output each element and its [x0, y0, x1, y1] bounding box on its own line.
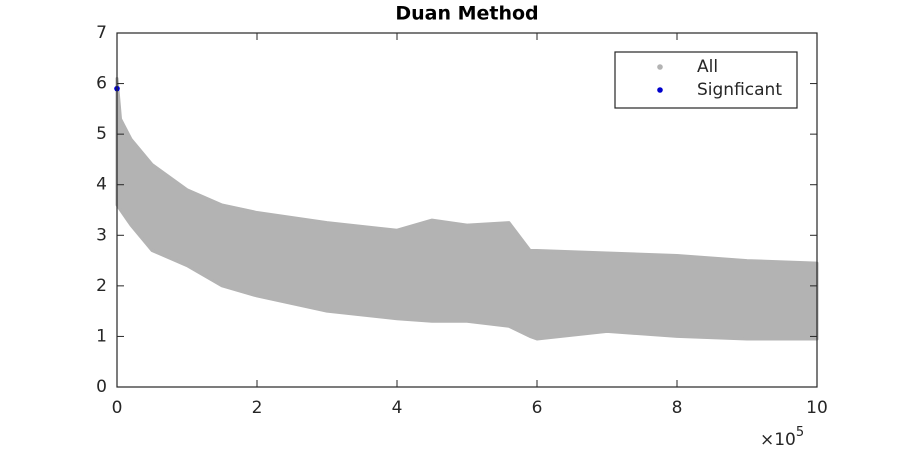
legend-box: [614, 51, 798, 109]
y-tick-label: 1: [96, 326, 107, 346]
y-tick-label: 4: [96, 175, 107, 195]
x-tick-label: 8: [672, 398, 683, 418]
x-tick-label: 4: [392, 398, 403, 418]
chart-title: Duan Method: [395, 3, 538, 25]
y-tick-label: 7: [96, 23, 107, 43]
axes-box: [116, 32, 818, 388]
legend-label: All: [697, 57, 718, 77]
x-scale-base: ×10: [760, 430, 796, 450]
y-tick-label: 3: [96, 225, 107, 245]
x-scale-exponent: 5: [796, 425, 804, 440]
legend-marker: [657, 87, 663, 93]
x-tick-label: 2: [252, 398, 263, 418]
y-tick-label: 5: [96, 124, 107, 144]
x-tick-label: 6: [532, 398, 543, 418]
y-tick-label: 6: [96, 74, 107, 94]
x-tick-label: 0: [112, 398, 123, 418]
x-tick-label: 10: [806, 398, 828, 418]
y-tick-label: 0: [96, 377, 107, 397]
x-scale-label: ×105: [760, 425, 804, 451]
y-tick-label: 2: [96, 276, 107, 296]
legend-marker: [657, 64, 663, 70]
legend-label: Signficant: [697, 80, 782, 100]
point-cloud: [115, 77, 819, 341]
